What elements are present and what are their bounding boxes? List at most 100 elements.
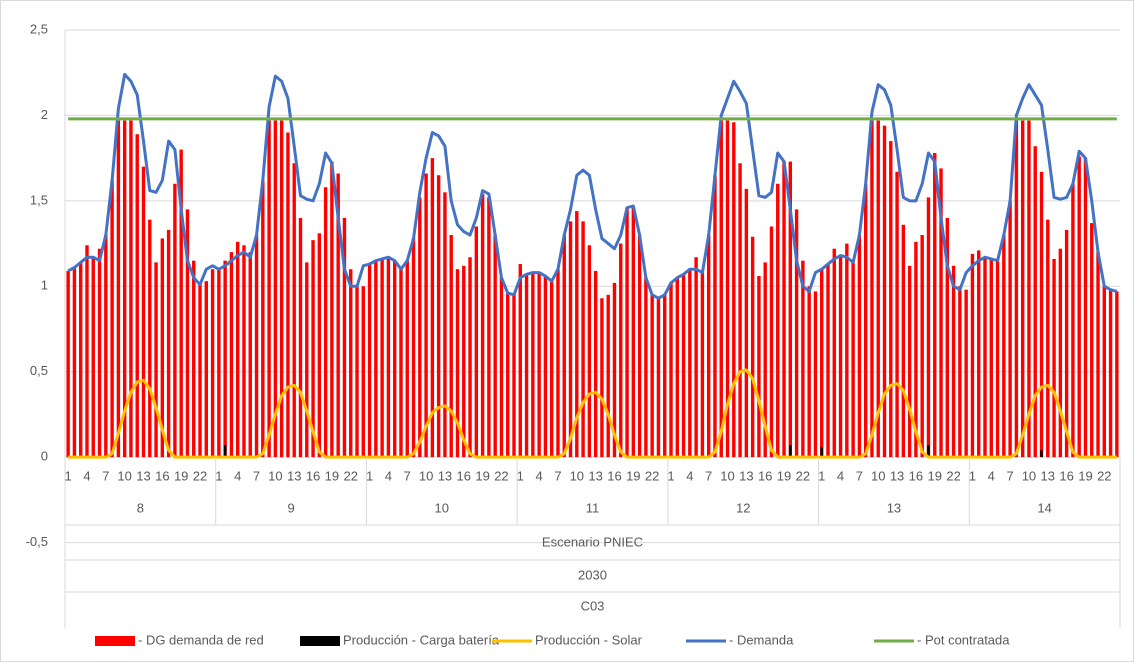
bar bbox=[543, 276, 548, 458]
bar bbox=[116, 120, 121, 458]
bar bbox=[273, 120, 278, 458]
bar bbox=[154, 262, 158, 458]
group-label: 8 bbox=[137, 500, 144, 515]
bar bbox=[518, 264, 522, 458]
bar bbox=[1071, 183, 1075, 458]
x-tick-label: 16 bbox=[758, 468, 772, 483]
bar bbox=[939, 168, 943, 458]
bar bbox=[820, 446, 824, 458]
bar bbox=[210, 269, 215, 458]
level-label: C03 bbox=[581, 598, 605, 613]
bar bbox=[480, 194, 485, 458]
bar bbox=[537, 272, 541, 458]
bar bbox=[1020, 120, 1025, 458]
bar bbox=[524, 274, 529, 458]
legend-swatch bbox=[95, 636, 135, 646]
x-tick-label: 4 bbox=[536, 468, 543, 483]
bar bbox=[323, 187, 328, 458]
x-tick-label: 19 bbox=[777, 468, 791, 483]
bar bbox=[399, 269, 403, 458]
bar bbox=[229, 252, 234, 458]
bar bbox=[286, 132, 290, 458]
bar bbox=[813, 291, 818, 458]
bar bbox=[637, 235, 642, 458]
x-tick-label: 16 bbox=[306, 468, 320, 483]
bar bbox=[380, 258, 384, 458]
bar bbox=[66, 270, 70, 458]
bar bbox=[788, 161, 793, 458]
bar bbox=[336, 173, 340, 458]
line-series bbox=[67, 72, 1118, 300]
level-label: Escenario PNIEC bbox=[542, 534, 643, 549]
bar bbox=[330, 161, 334, 458]
bar bbox=[801, 260, 805, 458]
bar bbox=[493, 235, 497, 458]
bar bbox=[901, 224, 906, 458]
bar bbox=[587, 245, 592, 458]
bar bbox=[361, 286, 365, 458]
bar bbox=[411, 238, 416, 458]
bar bbox=[531, 272, 535, 458]
bar bbox=[462, 265, 466, 458]
bar bbox=[1058, 248, 1063, 458]
x-tick-label: 1 bbox=[366, 468, 373, 483]
x-tick-label: 19 bbox=[174, 468, 188, 483]
bar bbox=[663, 294, 667, 458]
x-tick-label: 22 bbox=[645, 468, 659, 483]
bar bbox=[292, 163, 296, 458]
bar bbox=[977, 250, 981, 458]
bar bbox=[1039, 171, 1044, 458]
bar bbox=[349, 269, 353, 458]
bar bbox=[311, 240, 315, 458]
x-tick-label: 16 bbox=[1059, 468, 1073, 483]
bar bbox=[85, 245, 89, 458]
x-tick-label: 4 bbox=[988, 468, 995, 483]
bar bbox=[129, 120, 133, 458]
bar bbox=[970, 253, 975, 458]
bar bbox=[807, 286, 811, 458]
bar bbox=[122, 120, 127, 458]
bar bbox=[1052, 258, 1056, 458]
bar bbox=[317, 233, 322, 458]
x-tick-label: 10 bbox=[419, 468, 433, 483]
bar bbox=[951, 265, 956, 458]
group-label: 11 bbox=[586, 500, 600, 515]
bar bbox=[418, 197, 422, 458]
bar bbox=[789, 445, 792, 458]
bar bbox=[625, 207, 629, 458]
bar bbox=[933, 153, 937, 458]
bar bbox=[430, 158, 435, 458]
bar bbox=[104, 235, 108, 458]
x-tick-label: 10 bbox=[117, 468, 131, 483]
x-tick-label: 4 bbox=[686, 468, 693, 483]
x-tick-label: 19 bbox=[1078, 468, 1092, 483]
bar bbox=[305, 262, 309, 458]
bar bbox=[386, 257, 391, 458]
bar bbox=[405, 260, 409, 458]
bar bbox=[204, 281, 208, 458]
line-series bbox=[68, 368, 1117, 459]
bar bbox=[374, 260, 378, 458]
legend-label: - DG demanda de red bbox=[138, 632, 264, 647]
bar bbox=[506, 293, 510, 458]
bar bbox=[499, 277, 504, 458]
y-tick-label: 1 bbox=[41, 278, 48, 293]
bar bbox=[1033, 146, 1037, 458]
bar bbox=[97, 248, 102, 458]
legend-label: Producción - Solar bbox=[535, 632, 643, 647]
y-tick-label: 2,5 bbox=[30, 21, 48, 36]
bar bbox=[958, 286, 962, 458]
bar bbox=[223, 445, 227, 458]
x-tick-label: 10 bbox=[1022, 468, 1036, 483]
bar bbox=[424, 173, 428, 458]
x-tick-label: 19 bbox=[626, 468, 640, 483]
bar bbox=[267, 120, 271, 458]
x-tick-label: 16 bbox=[155, 468, 169, 483]
bar bbox=[782, 161, 786, 458]
bar bbox=[78, 262, 83, 458]
bar bbox=[242, 245, 246, 458]
bar bbox=[694, 257, 698, 458]
bar bbox=[776, 183, 780, 458]
bar bbox=[1077, 156, 1081, 458]
